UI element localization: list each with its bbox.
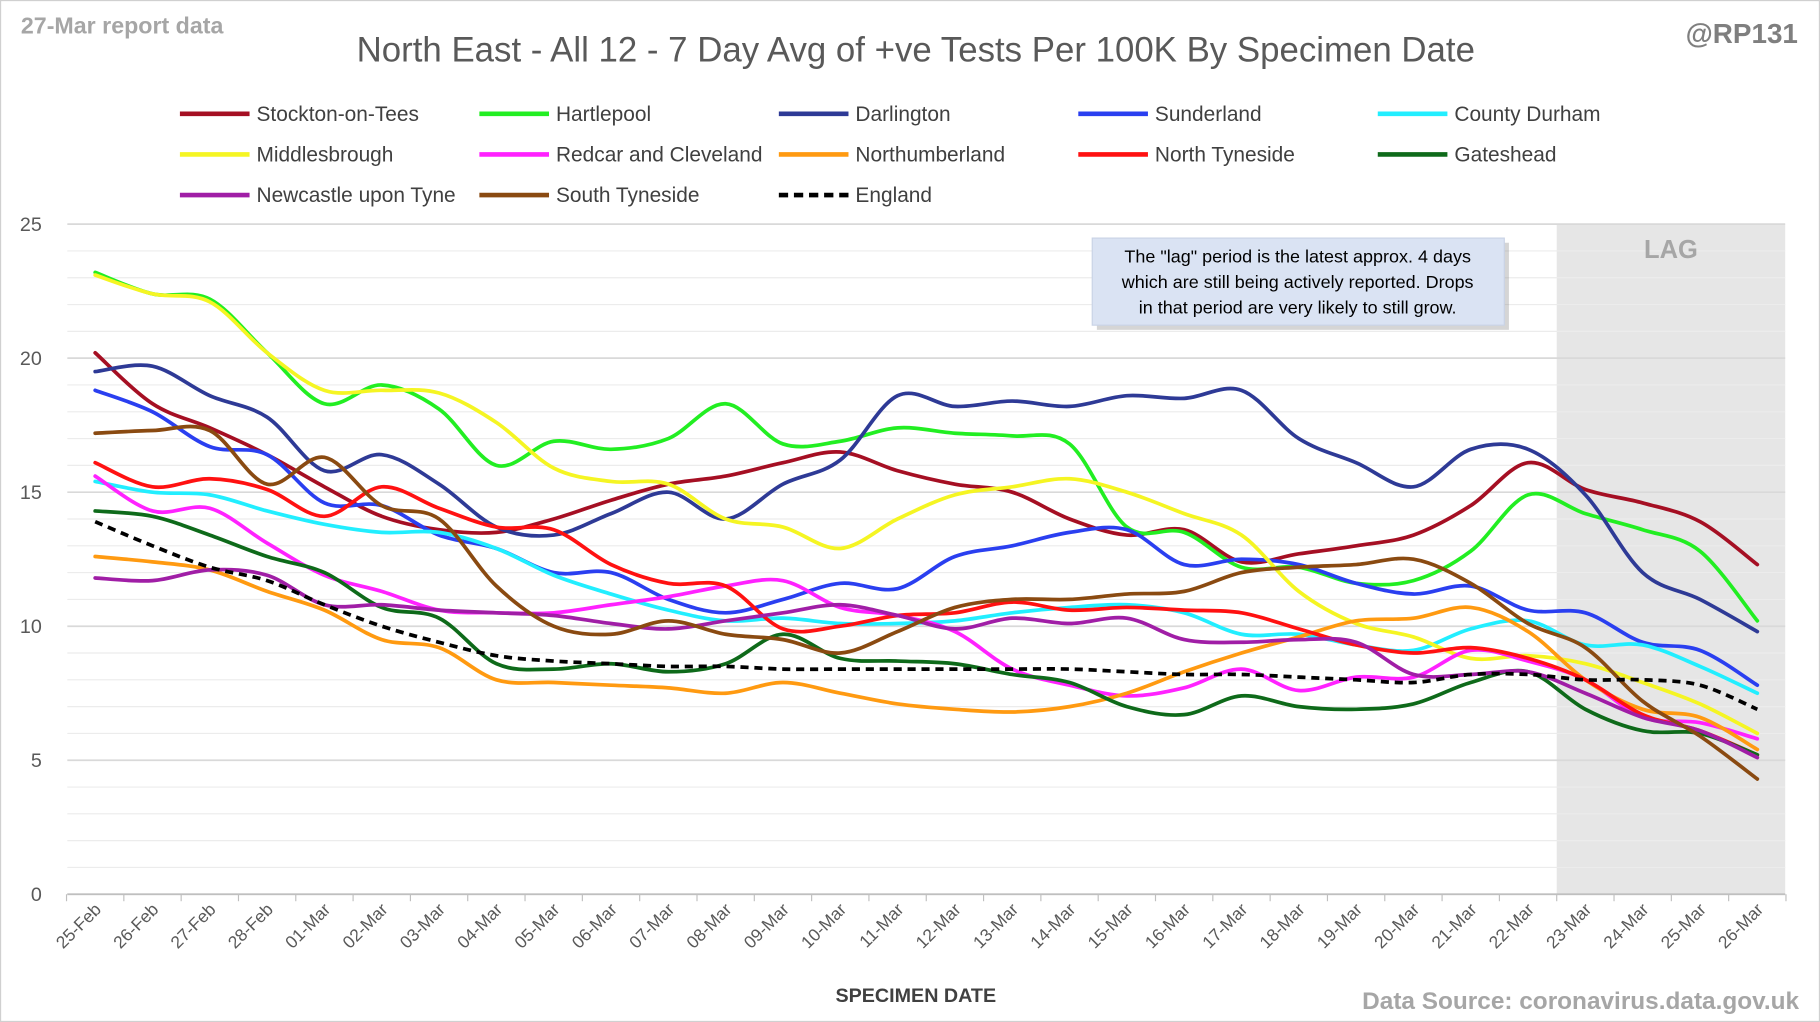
y-tick-label: 15 (20, 482, 42, 504)
author-handle: @RP131 (1686, 18, 1798, 49)
legend: Stockton-on-Tees Hartlepool Darlington Sund… (179, 103, 1601, 207)
legend-label: Redcar and Cleveland (556, 143, 763, 166)
legend-label: England (855, 184, 932, 207)
series-line-newcastle-upon-tyne (93, 567, 1760, 760)
legend-label: Newcastle upon Tyne (257, 184, 456, 207)
legend-label: South Tyneside (556, 184, 699, 207)
series-line-north-tyneside (93, 460, 1760, 757)
legend-item: North Tyneside (1078, 143, 1295, 166)
y-tick-label: 5 (31, 750, 42, 772)
legend-label: Gateshead (1454, 143, 1556, 166)
series-line-darlington (93, 363, 1760, 634)
series-line-northumberland (93, 554, 1760, 752)
legend-item: Middlesbrough (179, 143, 394, 166)
legend-label: Sunderland (1155, 103, 1262, 126)
y-tick-label: 25 (20, 214, 42, 236)
legend-item: Stockton-on-Tees (179, 103, 419, 126)
lag-region (1556, 224, 1786, 895)
legend-item: Sunderland (1078, 103, 1262, 126)
data-source: Data Source: coronavirus.data.gov.uk (1362, 988, 1799, 1015)
y-tick-label: 10 (20, 616, 42, 638)
series-lines (93, 270, 1760, 781)
lag-label: LAG (1644, 236, 1698, 264)
series-line-stockton-on-tees (93, 350, 1760, 567)
legend-item: County Durham (1377, 103, 1601, 126)
legend-label: Stockton-on-Tees (257, 103, 419, 126)
series-line-hartlepool (93, 270, 1760, 623)
legend-label: Hartlepool (556, 103, 651, 126)
report-label: 27-Mar report data (21, 13, 225, 39)
legend-label: Middlesbrough (257, 143, 394, 166)
legend-item: Newcastle upon Tyne (179, 184, 456, 207)
legend-label: North Tyneside (1155, 143, 1295, 166)
chart-title: North East - All 12 - 7 Day Avg of +ve T… (357, 31, 1475, 70)
legend-item: Gateshead (1377, 143, 1556, 166)
legend-item: England (778, 184, 932, 207)
annotation-box: The "lag" period is the latest approx. 4… (1091, 237, 1509, 330)
x-axis-label: SPECIMEN DATE (835, 985, 996, 1007)
series-line-middlesbrough (93, 273, 1760, 736)
legend-item: Hartlepool (479, 103, 651, 126)
series-line-england (94, 519, 1759, 712)
y-tick-label: 0 (31, 884, 42, 906)
annotation-line-1: The "lag" period is the latest approx. 4… (1124, 246, 1471, 266)
legend-item: Darlington (778, 103, 951, 126)
legend-item: Northumberland (778, 143, 1005, 166)
y-axis: 0 5 10 15 20 25 (20, 214, 42, 906)
series-line-south-tyneside (93, 424, 1760, 781)
legend-item: Redcar and Cleveland (479, 143, 762, 166)
annotation-line-3: in that period are very likely to still … (1139, 298, 1457, 318)
y-tick-label: 20 (20, 348, 42, 370)
legend-item: South Tyneside (479, 184, 699, 207)
legend-label: Northumberland (855, 143, 1005, 166)
annotation-line-2: which are still being actively reported.… (1121, 272, 1474, 292)
legend-label: County Durham (1454, 103, 1600, 126)
legend-label: Darlington (855, 103, 950, 126)
